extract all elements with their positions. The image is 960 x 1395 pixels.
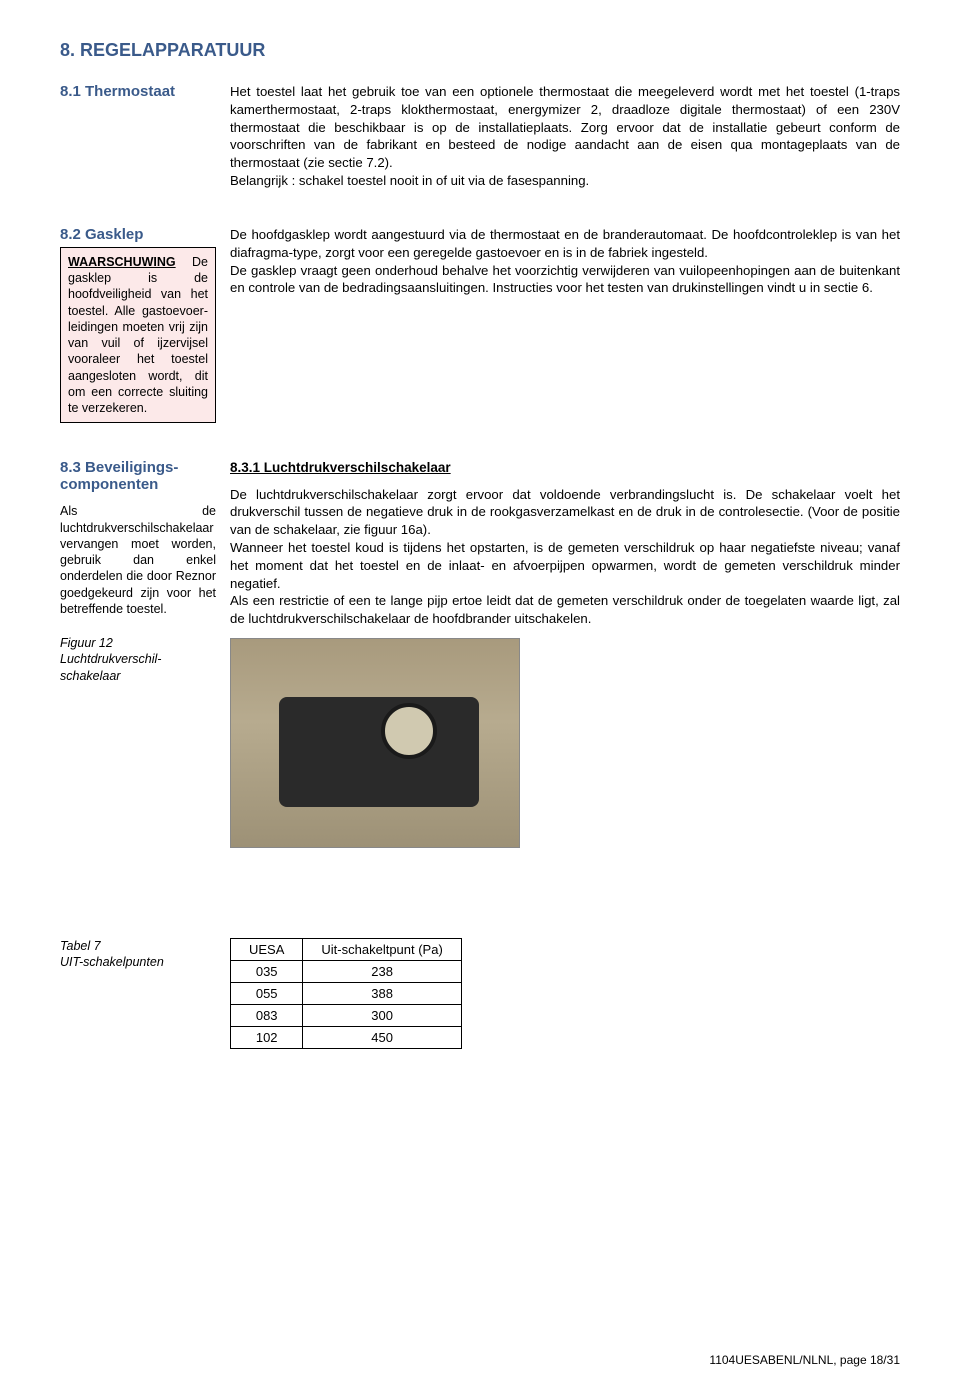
table-cell: 102 xyxy=(231,1027,303,1049)
table-col-1: Uit-schakeltpunt (Pa) xyxy=(303,939,461,961)
table-cell: 083 xyxy=(231,1005,303,1027)
table-cell: 300 xyxy=(303,1005,461,1027)
table-row: 102450 xyxy=(231,1027,462,1049)
heading-8-3: 8.3 Beveiligings-componenten xyxy=(60,459,216,493)
photo-device-dial xyxy=(381,703,437,759)
warning-box: WAARSCHUWING De gasklep is de hoofdveili… xyxy=(60,247,216,424)
body-8-2: De hoofdgasklep wordt aangestuurd via de… xyxy=(230,226,900,297)
warning-title: WAARSCHUWING xyxy=(68,255,176,269)
section-8-3: 8.3 Beveiligings-componenten Als de luch… xyxy=(60,459,900,848)
table-row: 055388 xyxy=(231,983,462,1005)
table-header-row: UESA Uit-schakeltpunt (Pa) xyxy=(231,939,462,961)
heading-8-3-1: 8.3.1 Luchtdrukverschilschakelaar xyxy=(230,459,900,477)
table-cell: 055 xyxy=(231,983,303,1005)
warning-body: De gasklep is de hoofdveiligheid van het… xyxy=(68,255,208,415)
table-7-label: Tabel 7UIT-schakelpunten xyxy=(60,938,230,971)
table-row: 035238 xyxy=(231,961,462,983)
table-col-0: UESA xyxy=(231,939,303,961)
page-footer: 1104UESABENL/NLNL, page 18/31 xyxy=(709,1353,900,1367)
figure-12-label: Figuur 12Luchtdrukverschil-schakelaar xyxy=(60,635,216,684)
heading-8-2: 8.2 Gasklep xyxy=(60,226,216,243)
table-row: 083300 xyxy=(231,1005,462,1027)
table-cell: 035 xyxy=(231,961,303,983)
table-cell: 388 xyxy=(303,983,461,1005)
table-7: UESA Uit-schakeltpunt (Pa) 035238 055388… xyxy=(230,938,462,1049)
table-cell: 238 xyxy=(303,961,461,983)
body-8-1: Het toestel laat het gebruik toe van een… xyxy=(230,83,900,190)
section-8-1: 8.1 Thermostaat Het toestel laat het geb… xyxy=(60,83,900,190)
section-8-2: 8.2 Gasklep WAARSCHUWING De gasklep is d… xyxy=(60,226,900,424)
figure-12-image xyxy=(230,638,520,848)
page-title: 8. REGELAPPARATUUR xyxy=(60,40,900,61)
photo-device-body xyxy=(279,697,479,807)
table-7-wrap: Tabel 7UIT-schakelpunten UESA Uit-schake… xyxy=(60,938,900,1049)
body-8-3: De luchtdrukverschilschakelaar zorgt erv… xyxy=(230,486,900,629)
table-cell: 450 xyxy=(303,1027,461,1049)
side-note-8-3: Als de luchtdrukverschilschakelaar verva… xyxy=(60,503,216,617)
heading-8-1: 8.1 Thermostaat xyxy=(60,83,216,100)
